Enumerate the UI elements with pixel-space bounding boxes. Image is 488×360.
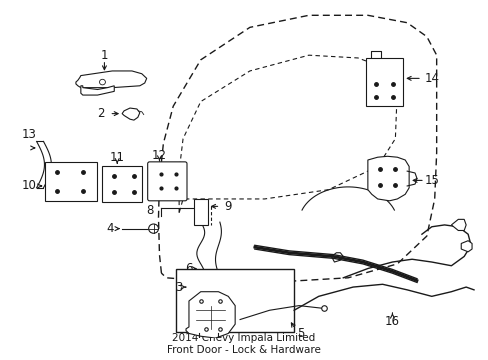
Polygon shape [81,86,114,95]
Circle shape [148,224,158,233]
Text: 9: 9 [224,200,232,213]
Text: 12: 12 [152,149,166,162]
Text: 7: 7 [228,280,236,293]
FancyBboxPatch shape [193,199,207,225]
Text: 2014 Chevy Impala Limited
Front Door - Lock & Hardware: 2014 Chevy Impala Limited Front Door - L… [167,333,320,355]
Text: 10: 10 [21,180,36,193]
Text: 15: 15 [424,174,438,187]
Text: 1: 1 [101,49,108,62]
Text: 14: 14 [424,72,438,85]
FancyBboxPatch shape [176,269,294,332]
Text: 8: 8 [145,204,153,217]
Text: 11: 11 [109,151,124,164]
Text: 16: 16 [384,315,399,328]
FancyBboxPatch shape [147,162,186,201]
FancyBboxPatch shape [102,166,142,202]
Text: 3: 3 [175,280,183,293]
Polygon shape [122,108,140,120]
Polygon shape [460,241,471,252]
Text: 5: 5 [297,327,304,340]
Text: 6: 6 [185,262,192,275]
Polygon shape [76,71,146,87]
Text: 4: 4 [106,222,114,235]
Polygon shape [367,156,408,201]
Polygon shape [450,219,465,230]
Polygon shape [185,292,235,338]
Text: 13: 13 [21,127,36,140]
Text: 2: 2 [97,107,104,120]
FancyBboxPatch shape [45,162,96,201]
FancyBboxPatch shape [365,58,403,106]
